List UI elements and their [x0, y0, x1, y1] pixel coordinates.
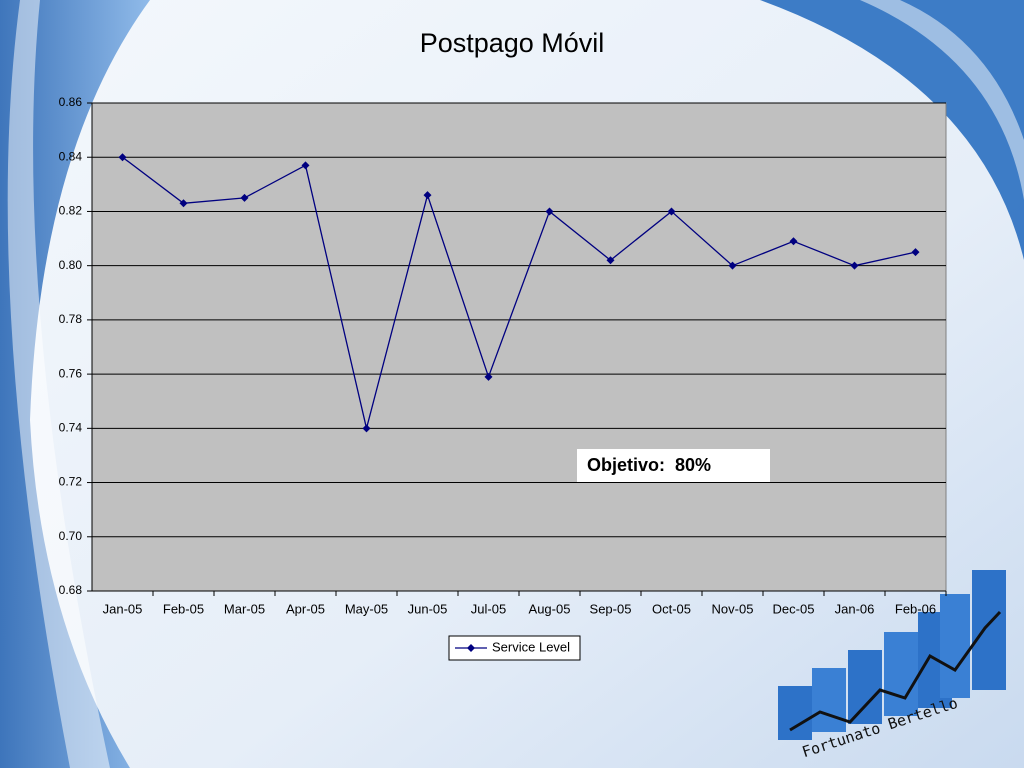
- y-tick-label: 0.74: [59, 421, 83, 435]
- x-tick-label: Jan-05: [103, 601, 143, 616]
- x-tick-label: Apr-05: [286, 601, 325, 616]
- x-tick-label: Dec-05: [773, 601, 815, 616]
- data-point: [789, 237, 798, 246]
- x-tick-label: Mar-05: [224, 601, 265, 616]
- x-tick-label: Jun-05: [408, 601, 448, 616]
- y-tick-label: 0.78: [59, 312, 83, 326]
- data-point: [484, 372, 493, 381]
- x-tick-label: Aug-05: [529, 601, 571, 616]
- data-point: [545, 207, 554, 216]
- annotation: Objetivo: 80%: [587, 455, 711, 475]
- chart-title: Postpago Móvil: [420, 28, 605, 58]
- data-point: [240, 193, 249, 202]
- data-point: [118, 153, 127, 162]
- annotation-box: [577, 449, 770, 482]
- data-point: [362, 424, 371, 433]
- data-point: [301, 161, 310, 170]
- y-tick-label: 0.86: [59, 95, 83, 109]
- y-tick-label: 0.68: [59, 583, 83, 597]
- x-tick-label: Jan-06: [835, 601, 875, 616]
- x-tick-label: Oct-05: [652, 601, 691, 616]
- legend-marker: [467, 644, 475, 652]
- swoosh: [7, 0, 110, 768]
- y-tick-label: 0.84: [59, 149, 83, 163]
- data-point: [423, 191, 432, 200]
- x-tick-label: Jul-05: [471, 601, 506, 616]
- x-tick-label: Nov-05: [712, 601, 754, 616]
- swoosh: [0, 0, 150, 768]
- swoosh: [860, 0, 1024, 200]
- x-tick-label: Sep-05: [590, 601, 632, 616]
- plot-area: [91, 102, 947, 592]
- data-point: [911, 248, 920, 257]
- x-tick-label: Feb-05: [163, 601, 204, 616]
- data-point: [728, 261, 737, 270]
- data-point: [179, 199, 188, 208]
- y-tick-label: 0.70: [59, 529, 83, 543]
- data-point: [850, 261, 859, 270]
- y-tick-label: 0.76: [59, 366, 83, 380]
- x-tick-label: Feb-06: [895, 601, 936, 616]
- y-tick-label: 0.80: [59, 258, 83, 272]
- legend-label: Service Level: [492, 639, 570, 654]
- series-line: [122, 156, 916, 429]
- y-tick-label: 0.82: [59, 204, 83, 218]
- y-tick-label: 0.72: [59, 475, 83, 489]
- x-tick-label: May-05: [345, 601, 388, 616]
- data-point: [606, 256, 615, 265]
- data-point: [667, 207, 676, 216]
